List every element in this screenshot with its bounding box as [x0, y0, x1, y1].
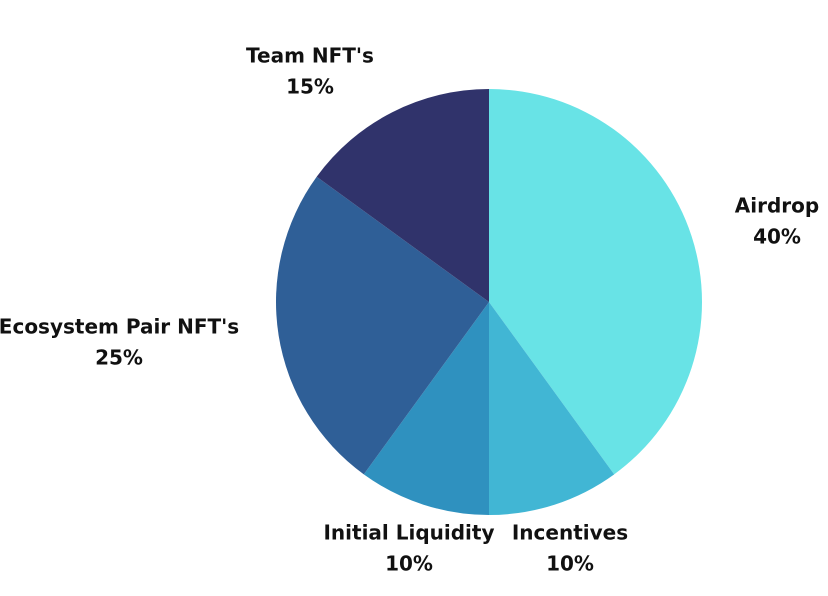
pie-slice-incentives [489, 302, 615, 515]
slice-label-value: 40% [753, 225, 801, 249]
pie-slice-airdrop [489, 88, 703, 475]
slice-labels: Airdrop 40% Incentives 10% Initial Liquidity… [0, 44, 819, 576]
slice-label-name: Airdrop [735, 194, 819, 218]
slice-label-value: 10% [546, 552, 594, 576]
slice-label-value: 10% [385, 552, 433, 576]
slice-label-name: Incentives [512, 521, 628, 545]
slice-label-value: 15% [286, 75, 334, 99]
pie-slice-ecosystem-pair-nft-s [275, 176, 489, 475]
pie-slices [275, 88, 703, 515]
pie-slice-initial-liquidity [363, 302, 489, 515]
slice-label-value: 25% [95, 346, 143, 370]
slice-label-name: Ecosystem Pair NFT's [0, 315, 239, 339]
slice-label-name: Initial Liquidity [323, 521, 494, 545]
pie-slice-team-nft-s [316, 89, 489, 302]
slice-label-name: Team NFT's [246, 44, 374, 68]
